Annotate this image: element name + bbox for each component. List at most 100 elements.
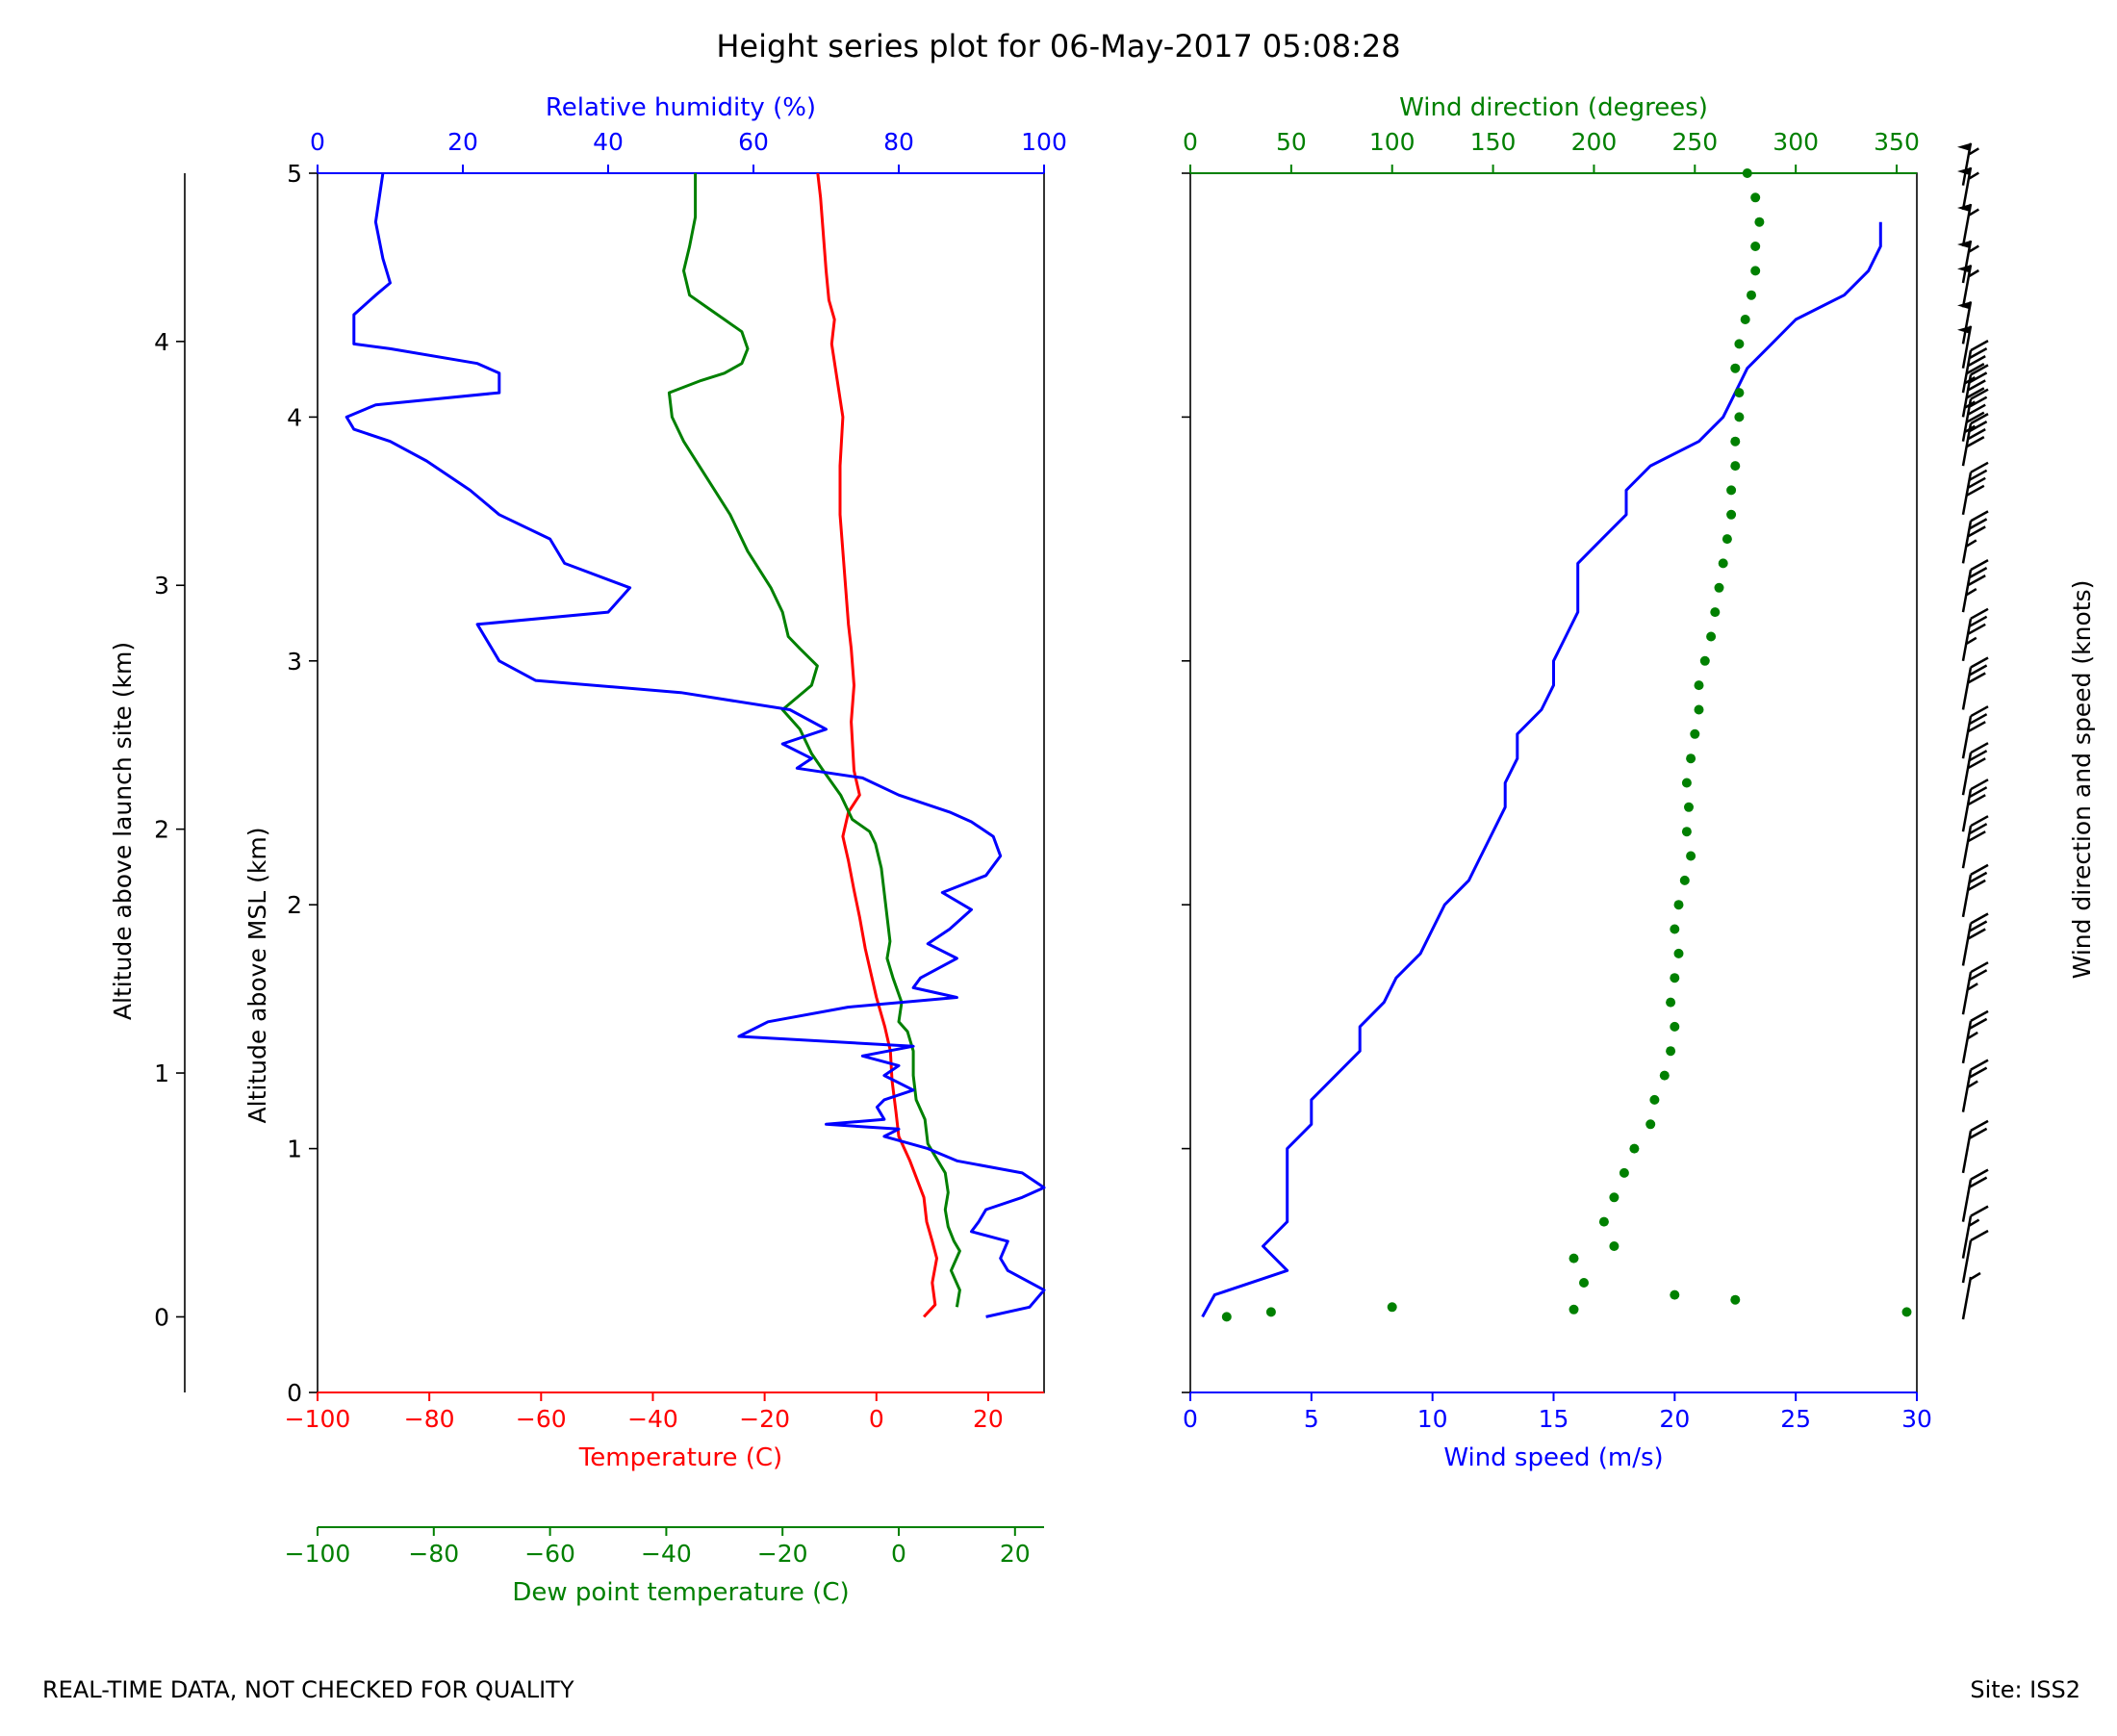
temp-tick-label: 0	[869, 1405, 884, 1433]
barb-half	[1968, 268, 1979, 278]
barb-flag	[1957, 325, 1971, 334]
barb-full	[1966, 411, 1985, 423]
barb-half	[1968, 208, 1979, 217]
wind-dir-point	[1740, 315, 1750, 324]
wind-dir-point	[1569, 1304, 1579, 1315]
barb-full	[1966, 436, 1985, 448]
wind-dir-point	[1609, 1241, 1620, 1251]
barb-full	[1967, 721, 1986, 733]
wind-dir-point	[1750, 266, 1761, 276]
barb-full	[1966, 387, 1985, 399]
wind-dir-point	[1670, 1289, 1680, 1300]
barb-full	[1968, 969, 1988, 982]
rh-tick-label: 80	[883, 128, 914, 156]
speed-axis-label: Wind speed (m/s)	[1443, 1443, 1663, 1472]
wind-dir-point	[1730, 436, 1741, 447]
wind-dir-point	[1734, 388, 1745, 398]
wind-dir-point	[1666, 997, 1676, 1008]
wind-barb	[1961, 1271, 1981, 1320]
barb-full	[1970, 656, 1989, 669]
barb-full	[1968, 871, 1988, 883]
dew-tick-label: −60	[524, 1540, 575, 1568]
wind-dir-point	[1649, 1094, 1660, 1105]
barb-staff	[1961, 1215, 1973, 1259]
wind-dir-point	[1686, 753, 1696, 764]
speed-tick-label: 30	[1901, 1405, 1932, 1433]
wind-dir-point	[1730, 363, 1741, 373]
wind-dir-point	[1726, 485, 1737, 496]
dir-tick-label: 350	[1874, 128, 1920, 156]
barb-full	[1970, 1059, 1989, 1071]
wind-dir-point	[1734, 412, 1745, 422]
wind-barb	[1961, 863, 1989, 918]
wind-barb	[1961, 461, 1989, 516]
dir-tick-label: 100	[1369, 128, 1416, 156]
wind-dir-point	[1681, 778, 1692, 788]
barb-half	[1968, 147, 1979, 156]
speed-tick-label: 0	[1183, 1405, 1198, 1433]
barb-full	[1970, 340, 1989, 352]
wind-dir-point	[1742, 168, 1752, 178]
wind-dir-point	[1659, 1070, 1670, 1081]
barb-flag	[1957, 265, 1971, 273]
rh-tick-label: 100	[1021, 128, 1067, 156]
wind-dir-point	[1754, 217, 1765, 227]
barb-axis-label: Wind direction and speed (knots)	[2068, 580, 2096, 980]
wind-barb	[1961, 607, 1989, 662]
dew-tick-label: −100	[285, 1540, 351, 1568]
speed-tick-label: 10	[1417, 1405, 1448, 1433]
barb-full	[1968, 823, 1988, 835]
rh-tick-label: 0	[310, 128, 325, 156]
dewpoint-line	[667, 173, 961, 1308]
barb-full	[1967, 428, 1986, 441]
barb-full	[1967, 355, 1986, 368]
wind-barb	[1961, 1059, 1989, 1112]
wind-dir-point	[1221, 1312, 1232, 1322]
wind-barb	[1961, 1229, 1989, 1284]
wind-barb	[1961, 742, 1989, 796]
barb-flag	[1957, 142, 1971, 151]
barb-full	[1970, 1009, 1989, 1022]
barb-full	[1968, 1176, 1988, 1188]
dew-tick-label: 20	[1000, 1540, 1031, 1568]
dir-tick-label: 250	[1671, 128, 1718, 156]
barb-half	[1964, 376, 1977, 385]
barb-half	[1966, 539, 1977, 548]
wind-dir-point	[1673, 948, 1684, 958]
msl-tick-label: 5	[287, 160, 302, 188]
wind-dir-point	[1718, 558, 1728, 569]
dir-tick-label: 50	[1276, 128, 1307, 156]
wind-dir-point	[1598, 1216, 1609, 1227]
dir-tick-label: 150	[1470, 128, 1517, 156]
wind-barb	[1961, 1119, 1989, 1174]
barb-half	[1968, 1218, 1980, 1227]
dew-tick-label: −80	[408, 1540, 459, 1568]
barb-half	[1968, 244, 1979, 253]
dir-axis-label: Wind direction (degrees)	[1399, 93, 1708, 122]
barb-full	[1970, 815, 1989, 828]
launch-tick-label: 3	[154, 572, 169, 600]
wind-dir-point	[1666, 1046, 1676, 1057]
barb-full	[1968, 1066, 1988, 1079]
barb-half	[1968, 171, 1979, 180]
temp-tick-label: −60	[516, 1405, 567, 1433]
msl-tick-label: 4	[287, 403, 302, 431]
barb-full	[1967, 672, 1986, 684]
barb-full	[1968, 347, 1988, 360]
wind-barb	[1961, 559, 1989, 613]
barb-half	[1966, 636, 1977, 645]
wind-barb	[1961, 1205, 1989, 1259]
speed-tick-label: 25	[1780, 1405, 1811, 1433]
wind-dir-point	[1387, 1302, 1397, 1313]
wind-dir-point	[1579, 1278, 1589, 1288]
barb-full	[1968, 421, 1988, 433]
barb-full	[1970, 559, 1989, 572]
barb-full	[1970, 1205, 1989, 1217]
temp-tick-label: −20	[739, 1405, 790, 1433]
msl-tick-label: 2	[287, 891, 302, 919]
barb-full	[1970, 912, 1989, 925]
barb-full	[1967, 574, 1986, 587]
rh-tick-label: 40	[593, 128, 624, 156]
